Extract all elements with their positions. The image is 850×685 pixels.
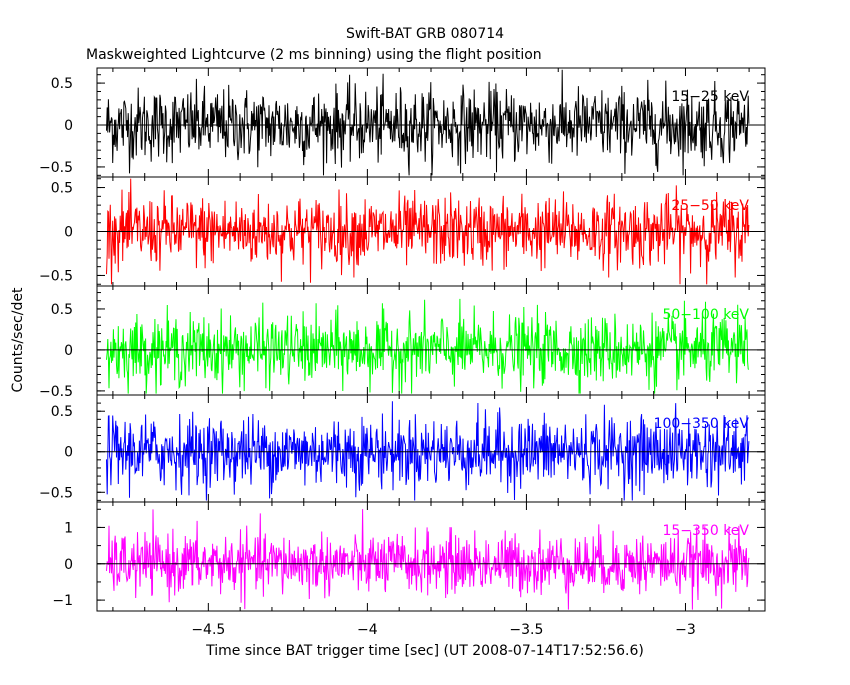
panel-5: 15−350 keV −1 0 1	[52, 501, 766, 612]
x-tick-label: −3.5	[509, 622, 543, 638]
y-tick-label: 0.5	[51, 302, 73, 318]
lightcurve-series	[106, 509, 750, 610]
lightcurve-series	[106, 178, 750, 285]
panel-3: 50−100 keV −0.5 0 0.5	[39, 285, 766, 400]
panel-1: 15−25 keV −0.5 0 0.5	[39, 67, 766, 178]
lightcurve-series	[106, 298, 750, 394]
panel-energy-label: 15−350 keV	[662, 523, 749, 539]
panel-energy-label: 25−50 keV	[671, 198, 749, 214]
x-tick-label: −4.5	[191, 622, 225, 638]
y-tick-label: 0.5	[51, 76, 73, 92]
panel-energy-label: 15−25 keV	[671, 89, 749, 105]
y-tick-label: 0	[64, 225, 73, 241]
y-tick-label: 1	[64, 520, 73, 536]
panels-layer: 15−25 keV−0.500.525−50 keV−0.500.550−100…	[39, 67, 766, 638]
chart-title: Swift-BAT GRB 080714	[346, 26, 504, 42]
y-tick-label: −0.5	[39, 268, 73, 284]
y-tick-label: 0	[64, 343, 73, 359]
x-tick-label: −3	[675, 622, 696, 638]
y-tick-label: 0	[64, 557, 73, 573]
y-tick-label: 0.5	[51, 404, 73, 420]
x-axis-label: Time since BAT trigger time [sec] (UT 20…	[205, 643, 644, 659]
y-tick-label: 0	[64, 118, 73, 134]
y-tick-label: −0.5	[39, 160, 73, 176]
panel-4: 100−350 keV −0.5 0 0.5	[39, 394, 766, 503]
y-tick-label: 0	[64, 445, 73, 461]
x-tick-label: −4	[357, 622, 378, 638]
y-tick-label: 0.5	[51, 181, 73, 197]
lightcurve-series	[106, 69, 750, 176]
y-tick-label: −0.5	[39, 485, 73, 501]
chart-subtitle: Maskweighted Lightcurve (2 ms binning) u…	[86, 47, 542, 63]
panel-2: 25−50 keV −0.5 0 0.5	[39, 176, 766, 287]
panel-energy-label: 50−100 keV	[662, 307, 749, 323]
y-axis-label: Counts/sec/det	[10, 287, 26, 392]
y-tick-label: −1	[52, 593, 73, 609]
lightcurve-series	[106, 401, 750, 501]
panel-energy-label: 100−350 keV	[654, 416, 750, 432]
y-tick-label: −0.5	[39, 384, 73, 400]
